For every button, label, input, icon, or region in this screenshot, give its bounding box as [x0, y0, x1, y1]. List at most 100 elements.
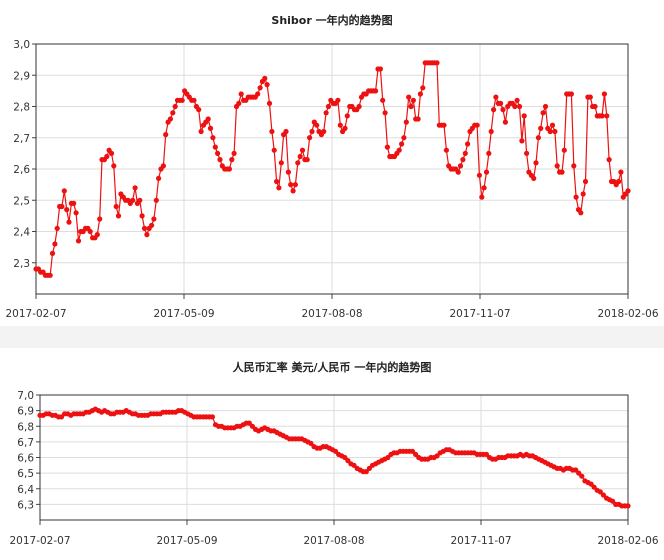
data-point	[342, 125, 348, 131]
data-point	[479, 194, 485, 200]
data-point	[54, 225, 60, 231]
y-tick-label: 2,8	[13, 102, 30, 114]
data-point	[217, 157, 223, 163]
x-tick-label: 2017-08-08	[303, 535, 364, 547]
x-tick-label: 2018-02-06	[597, 535, 658, 547]
data-point	[264, 82, 270, 88]
data-point	[278, 160, 284, 166]
data-point	[493, 94, 499, 100]
data-point	[488, 128, 494, 135]
data-point	[377, 66, 383, 72]
data-point	[406, 94, 412, 100]
data-point	[465, 141, 471, 147]
data-point	[274, 178, 280, 185]
y-tick-label: 6,3	[17, 499, 34, 511]
data-point	[601, 91, 608, 97]
data-point	[335, 97, 341, 103]
data-point	[144, 232, 150, 238]
data-point	[582, 178, 589, 185]
data-point	[170, 110, 176, 116]
data-point	[618, 169, 624, 175]
x-tick-label: 2017-05-09	[153, 308, 214, 320]
data-point	[552, 128, 558, 135]
data-point	[167, 116, 173, 122]
x-tick-label: 2017-11-07	[449, 308, 510, 320]
data-point	[502, 119, 508, 125]
y-tick-label: 6,7	[17, 437, 34, 449]
data-point	[295, 160, 301, 166]
data-point	[139, 213, 145, 219]
rmb-exchange-chart: 人民币汇率 美元/人民币 一年内的趋势图 6,3 6,4 6,5 6,6 6,7 6,8 6…	[9, 360, 658, 547]
data-point	[196, 107, 202, 113]
data-point	[314, 122, 320, 128]
data-point	[481, 185, 487, 191]
data-point	[538, 125, 544, 131]
data-point	[542, 103, 549, 110]
data-point	[547, 128, 553, 135]
data-point	[115, 213, 122, 219]
data-point	[380, 97, 386, 103]
data-point	[304, 157, 310, 163]
chart-title: Shibor 一年内的趋势图	[271, 13, 392, 27]
data-point	[610, 498, 616, 504]
plot-area-frame	[35, 43, 629, 295]
data-point	[500, 107, 506, 113]
data-point	[255, 91, 261, 97]
data-point	[47, 272, 53, 278]
data-point	[337, 122, 343, 128]
y-tick-label: 3,0	[13, 39, 30, 51]
y-tick-label: 6,6	[17, 453, 34, 465]
data-point	[599, 113, 605, 119]
data-point	[191, 97, 197, 103]
data-point	[519, 138, 525, 144]
data-point	[373, 88, 379, 94]
x-tick-label: 2017-02-07	[5, 308, 66, 320]
data-point	[535, 135, 542, 141]
chart-title: 人民币汇率 美元/人民币 一年内的趋势图	[233, 360, 432, 374]
data-point	[297, 153, 303, 160]
data-point	[156, 175, 162, 181]
data-point	[323, 110, 329, 116]
data-point	[604, 113, 610, 119]
data-point	[410, 97, 416, 103]
data-point	[299, 147, 306, 153]
data-point	[108, 150, 115, 156]
data-point	[321, 128, 327, 135]
data-point	[132, 185, 138, 191]
y-tick-label: 2,9	[13, 70, 30, 82]
data-point	[568, 91, 575, 97]
data-point	[606, 157, 612, 163]
data-point	[325, 103, 332, 110]
data-point	[625, 188, 631, 194]
data-point	[209, 414, 215, 420]
data-point	[290, 188, 296, 194]
data-point	[308, 440, 314, 446]
data-point	[625, 503, 631, 509]
data-point	[592, 103, 598, 110]
data-point	[521, 113, 527, 119]
data-point	[587, 94, 593, 100]
x-tick-label: 2017-08-08	[301, 308, 362, 320]
rmb-exchange-chart-panel: 人民币汇率 美元/人民币 一年内的趋势图 6,3 6,4 6,5 6,6 6,7 6,8 6…	[0, 348, 664, 560]
data-point	[111, 163, 117, 169]
data-point	[160, 163, 166, 169]
x-tick-label: 2017-05-09	[156, 535, 217, 547]
data-point	[307, 135, 313, 141]
data-point	[524, 150, 530, 156]
data-point	[396, 147, 402, 153]
data-point	[49, 250, 56, 256]
data-point	[460, 157, 466, 163]
data-point	[474, 122, 480, 128]
data-point	[540, 110, 546, 116]
data-point	[533, 160, 539, 166]
data-point	[151, 216, 157, 222]
data-point	[71, 200, 77, 206]
data-point	[498, 100, 504, 106]
data-point	[434, 60, 440, 66]
data-point	[210, 135, 216, 141]
data-point	[382, 110, 388, 116]
chart-separator	[0, 326, 664, 348]
data-point	[205, 116, 211, 122]
data-point	[309, 128, 315, 135]
y-tick-label: 2,3	[13, 258, 30, 270]
